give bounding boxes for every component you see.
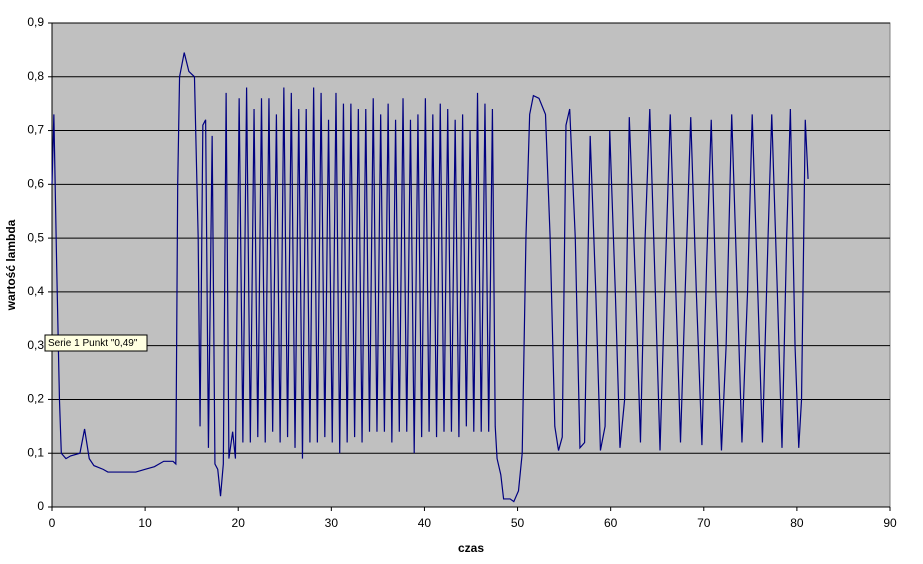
x-tick-label: 0 — [49, 516, 56, 530]
plot-area — [51, 22, 891, 508]
y-tick-label: 0,4 — [27, 284, 44, 298]
y-axis-label: wartość lambda — [4, 219, 18, 311]
y-tick-label: 0,6 — [27, 177, 44, 191]
y-tick-label: 0,9 — [27, 15, 44, 29]
y-tick-label: 0,2 — [27, 392, 44, 406]
y-tick-label: 0,8 — [27, 69, 44, 83]
x-tick-label: 40 — [418, 516, 432, 530]
x-tick-label: 80 — [790, 516, 804, 530]
x-tick-label: 60 — [604, 516, 618, 530]
x-tick-label: 20 — [232, 516, 246, 530]
x-tick-label: 30 — [325, 516, 339, 530]
tooltip-text: Serie 1 Punkt "0,49" — [48, 338, 138, 349]
tooltip-box — [44, 334, 148, 352]
x-tick-label: 90 — [883, 516, 897, 530]
y-tick-label: 0,1 — [27, 445, 44, 459]
x-tick-label: 50 — [511, 516, 525, 530]
data-line — [51, 52, 809, 503]
y-tick-label: 0,7 — [27, 123, 44, 137]
y-tick-label: 0 — [37, 499, 44, 513]
y-tick-label: 0,3 — [27, 338, 44, 352]
x-axis-label: czas — [458, 541, 484, 555]
x-tick-label: 70 — [697, 516, 711, 530]
x-tick-label: 10 — [138, 516, 152, 530]
y-tick-label: 0,5 — [27, 230, 44, 244]
